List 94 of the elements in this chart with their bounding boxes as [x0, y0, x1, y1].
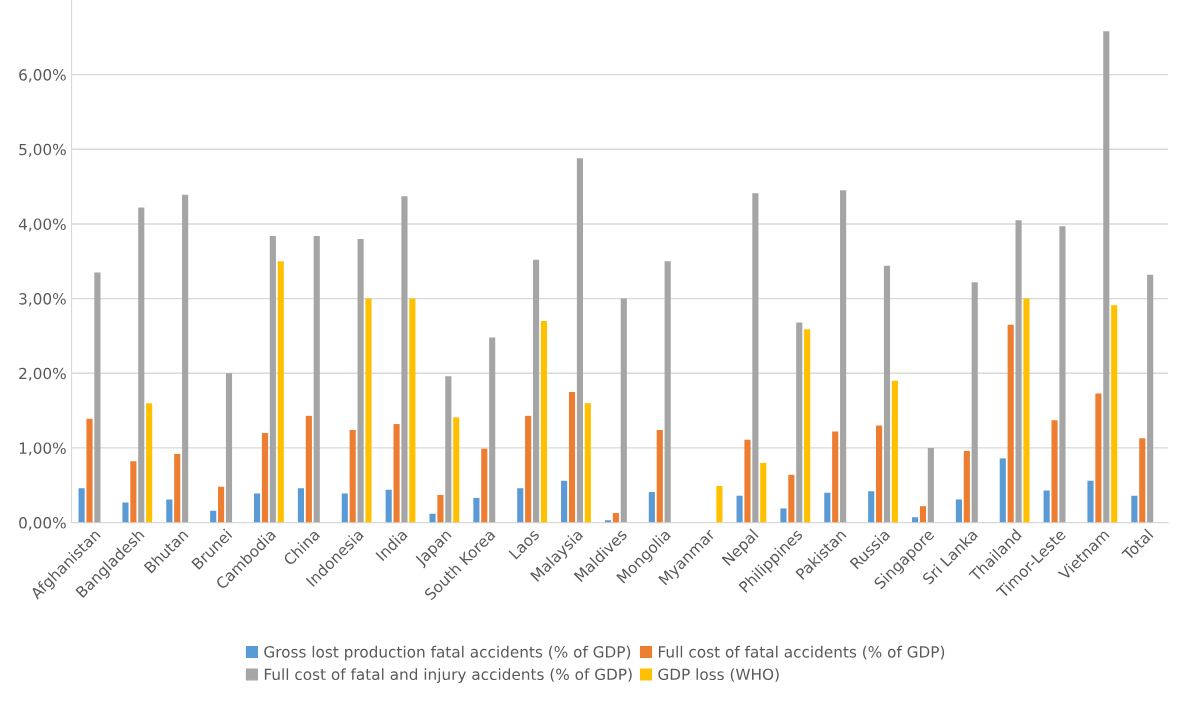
- bar: [532, 259, 540, 523]
- legend-label: Full cost of fatal accidents (% of GDP): [658, 645, 945, 660]
- bar: [1095, 393, 1102, 523]
- bar: [489, 337, 496, 523]
- bar: [576, 158, 583, 523]
- bar: [218, 486, 225, 523]
- bar: [453, 417, 460, 523]
- bar: [1015, 220, 1022, 523]
- bar: [752, 193, 759, 523]
- bar: [297, 488, 305, 523]
- bar: [736, 495, 743, 523]
- bar: [1147, 274, 1154, 523]
- bar: [796, 322, 803, 523]
- bar: [393, 424, 400, 523]
- legend-label: Gross lost production fatal accidents (% of GDP): [264, 645, 631, 661]
- bar: [1023, 298, 1030, 523]
- bar: [86, 418, 93, 523]
- bar: [269, 235, 276, 523]
- bar: [1051, 420, 1058, 523]
- bar: [584, 403, 591, 523]
- bar: [1043, 490, 1050, 523]
- bar: [963, 450, 970, 523]
- bar: [365, 298, 372, 523]
- legend-label: GDP loss (WHO): [658, 668, 779, 682]
- bar: [1103, 31, 1110, 523]
- bar: [409, 298, 416, 523]
- y-tick-label: 4,00%: [18, 218, 66, 232]
- bar: [174, 453, 181, 523]
- bar: [620, 298, 627, 523]
- bar: [429, 513, 436, 523]
- bar: [540, 321, 548, 523]
- bar: [716, 486, 723, 523]
- bar: [780, 508, 787, 523]
- bar: [664, 261, 671, 523]
- bar: [182, 194, 189, 523]
- bar: [1087, 480, 1094, 523]
- bar: [349, 430, 356, 523]
- bar: [876, 425, 883, 523]
- bar: [868, 491, 875, 523]
- bar: [305, 415, 312, 523]
- bar: [911, 517, 919, 523]
- bar: [385, 489, 392, 523]
- y-tick-label: 0,00%: [19, 517, 66, 531]
- bar: [138, 207, 145, 523]
- y-tick-label: 5,00%: [19, 143, 66, 157]
- bar: [561, 480, 568, 523]
- y-tick-label: 3,00%: [19, 293, 66, 307]
- bar: [744, 439, 751, 523]
- bar: [401, 196, 408, 523]
- bar: [955, 499, 962, 523]
- bar: [517, 488, 524, 523]
- bar: [437, 494, 444, 523]
- bar: [656, 430, 663, 523]
- bar: [481, 448, 488, 523]
- bar: [130, 461, 137, 523]
- bar: [788, 474, 795, 523]
- bar: [891, 380, 898, 523]
- bar: [94, 272, 101, 523]
- bar: [927, 447, 934, 523]
- bar: [804, 329, 811, 523]
- y-tick-label: 1,00%: [19, 442, 66, 456]
- bar: [824, 492, 831, 523]
- bar: [612, 512, 619, 523]
- bar: [832, 431, 839, 523]
- y-tick-label: 6,00%: [19, 69, 66, 83]
- bar: [122, 502, 129, 523]
- bar: [78, 488, 85, 523]
- bar: [919, 506, 927, 523]
- bar: [261, 433, 269, 523]
- bar: [277, 261, 284, 523]
- bar: [341, 493, 348, 523]
- bar: [883, 265, 891, 523]
- bar: [840, 190, 847, 523]
- bar: [1059, 226, 1066, 523]
- bar: [357, 238, 364, 523]
- bar: [999, 458, 1006, 523]
- bar: [313, 235, 320, 523]
- bar: [525, 415, 532, 523]
- bar: [1139, 438, 1146, 523]
- bar: [568, 391, 576, 523]
- bar: [648, 491, 655, 523]
- y-tick-label: 2,00%: [19, 367, 66, 381]
- legend-label: Full cost of fatal and injury accidents (% of GDP): [264, 668, 632, 684]
- bar: [210, 510, 217, 523]
- bar: [166, 499, 173, 523]
- bar: [254, 493, 261, 523]
- bar: [473, 497, 480, 523]
- bar: [760, 462, 767, 523]
- bar: [971, 282, 978, 523]
- bar: [225, 373, 233, 523]
- bar: [445, 376, 452, 523]
- bar: [1007, 324, 1014, 523]
- bar: [1111, 305, 1118, 523]
- bar: [146, 403, 153, 523]
